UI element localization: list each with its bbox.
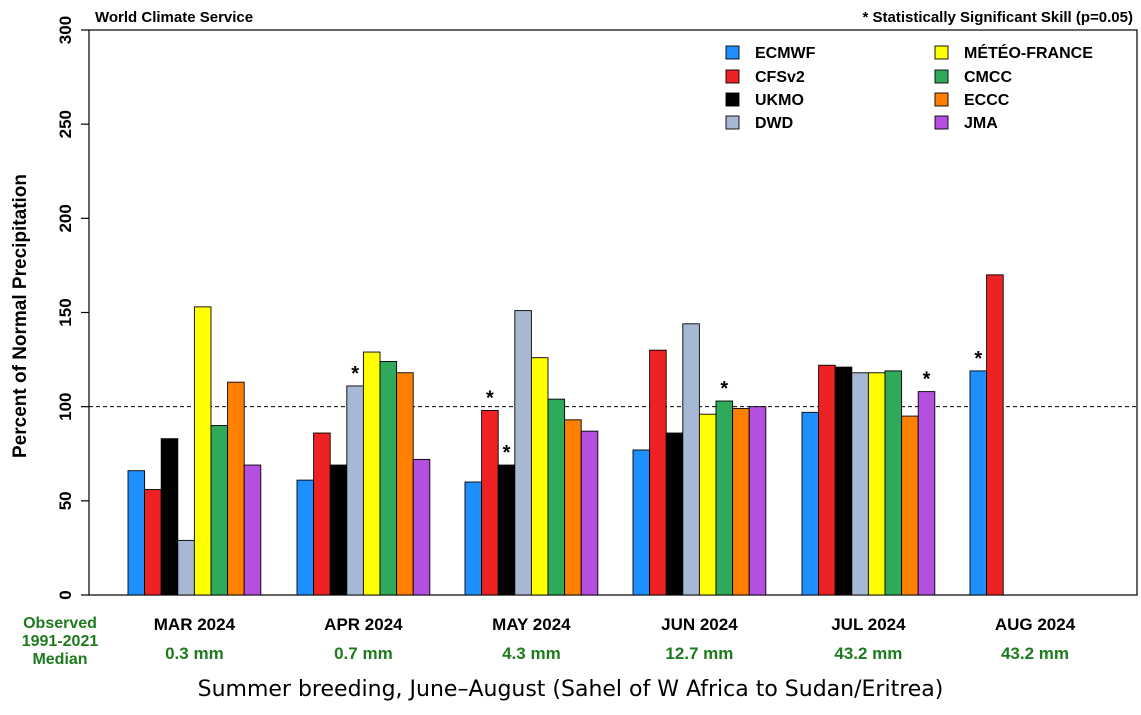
bar	[380, 361, 397, 595]
observed-median: 12.7 mm	[665, 644, 733, 663]
legend-swatch	[935, 116, 948, 129]
significance-star: *	[351, 363, 359, 385]
bar	[802, 412, 819, 595]
observed-median: 43.2 mm	[834, 644, 902, 663]
bar	[194, 307, 211, 595]
significance-star: *	[720, 378, 728, 400]
bar	[548, 399, 565, 595]
bar	[970, 371, 987, 595]
bar	[749, 407, 766, 595]
bar	[565, 420, 582, 595]
legend: ECMWF CFSv2 UKMO DWD MÉTÉO-FRANCE CMCC ECCC JMA	[726, 43, 1093, 132]
bar	[716, 401, 733, 595]
bar	[515, 311, 532, 595]
bar	[531, 358, 548, 595]
bar	[699, 414, 716, 595]
legend-label: CFSv2	[755, 69, 805, 86]
x-tick-label: JUL 2024	[831, 615, 906, 634]
y-tick-label: 50	[56, 491, 75, 510]
bar	[498, 465, 515, 595]
bar	[666, 433, 683, 595]
precipitation-bar-chart: 0 50 100 150 200 250 300 * * * * * * MAR 2024 0.3 mm…	[0, 0, 1141, 677]
bar	[297, 480, 314, 595]
bar	[733, 409, 750, 595]
legend-label: JMA	[964, 115, 998, 132]
legend-swatch	[726, 116, 739, 129]
significance-star: *	[486, 387, 494, 409]
legend-label: UKMO	[755, 92, 804, 109]
legend-swatch	[726, 70, 739, 83]
legend-swatch	[726, 46, 739, 59]
x-tick-label: AUG 2024	[995, 615, 1076, 634]
bar	[868, 373, 885, 595]
legend-label: ECCC	[964, 92, 1010, 109]
legend-label: DWD	[755, 115, 793, 132]
legend-label: ECMWF	[755, 45, 816, 62]
observed-median: 43.2 mm	[1001, 644, 1069, 663]
y-tick-label: 100	[56, 392, 75, 420]
legend-swatch	[935, 70, 948, 83]
bar	[683, 324, 700, 595]
bar	[128, 471, 145, 595]
chart-caption: Summer breeding, June–August (Sahel of W…	[0, 677, 1141, 702]
bar	[314, 433, 331, 595]
bar	[397, 373, 414, 595]
y-axis-label: Percent of Normal Precipitation	[10, 174, 31, 458]
bar	[482, 410, 499, 595]
y-tick-label: 300	[56, 16, 75, 44]
y-tick-label: 0	[56, 590, 75, 599]
y-tick-label: 150	[56, 298, 75, 326]
bar	[902, 416, 919, 595]
significance-star: *	[923, 369, 931, 391]
bars	[128, 275, 1003, 595]
legend-label: CMCC	[964, 69, 1012, 86]
bar	[650, 350, 667, 595]
x-tick-label: APR 2024	[324, 615, 403, 634]
observed-label-line: 1991-2021	[22, 633, 99, 650]
bar	[413, 459, 430, 595]
bar	[347, 386, 364, 595]
bar	[145, 490, 162, 595]
observed-label-line: Median	[32, 651, 87, 668]
bar	[228, 382, 245, 595]
legend-swatch	[935, 46, 948, 59]
observed-median: 0.7 mm	[334, 644, 393, 663]
y-tick-label: 200	[56, 204, 75, 232]
x-axis: MAR 2024 0.3 mm APR 2024 0.7 mm MAY 2024 4.3 …	[22, 615, 1076, 668]
bar	[885, 371, 902, 595]
source-label: World Climate Service	[95, 9, 253, 26]
x-tick-label: MAR 2024	[154, 615, 236, 634]
significance-star: *	[974, 348, 982, 370]
bar	[633, 450, 650, 595]
bar	[161, 439, 178, 595]
observed-median: 0.3 mm	[165, 644, 224, 663]
observed-median: 4.3 mm	[502, 644, 561, 663]
significance-star: *	[503, 442, 511, 464]
bar	[211, 426, 228, 596]
bar	[244, 465, 261, 595]
bar	[581, 431, 598, 595]
bar	[819, 365, 836, 595]
x-tick-label: JUN 2024	[661, 615, 738, 634]
bar	[178, 540, 195, 595]
legend-swatch	[935, 93, 948, 106]
legend-label: MÉTÉO-FRANCE	[964, 43, 1093, 62]
bar	[918, 392, 935, 595]
bar	[330, 465, 347, 595]
significance-note: * Statistically Significant Skill (p=0.0…	[862, 9, 1133, 26]
bar	[852, 373, 869, 595]
y-tick-label: 250	[56, 110, 75, 138]
bar	[835, 367, 852, 595]
y-axis: 0 50 100 150 200 250 300	[56, 16, 89, 600]
observed-label-line: Observed	[23, 615, 97, 632]
legend-swatch	[726, 93, 739, 106]
x-tick-label: MAY 2024	[492, 615, 571, 634]
bar	[465, 482, 482, 595]
bar	[987, 275, 1004, 595]
bar	[363, 352, 380, 595]
